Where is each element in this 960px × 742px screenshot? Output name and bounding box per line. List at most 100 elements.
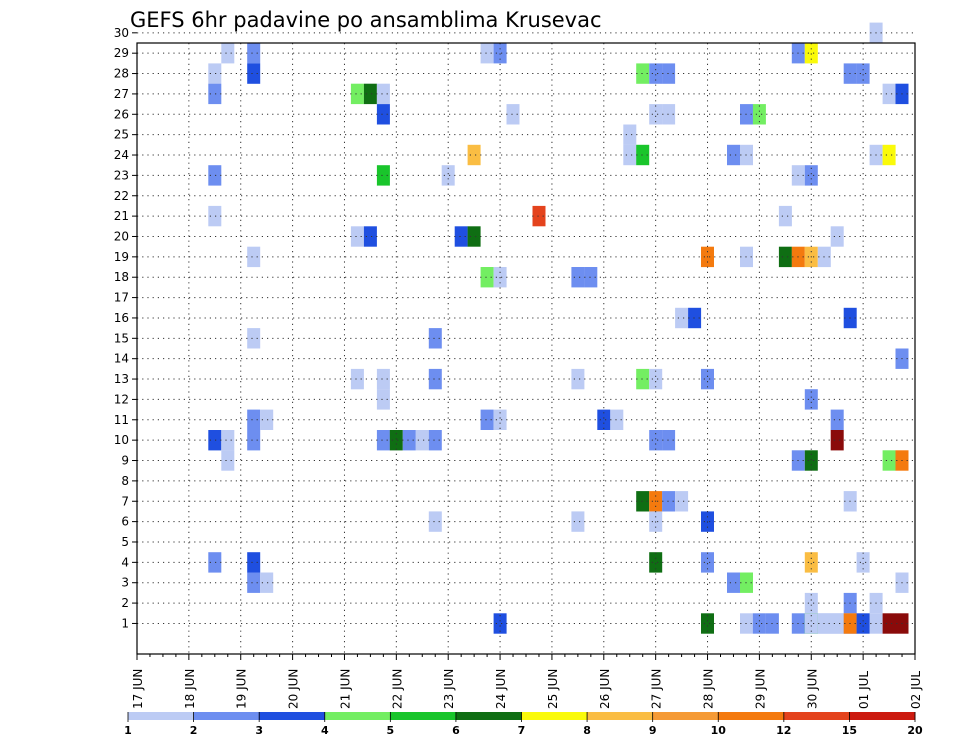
legend-swatch (259, 712, 326, 720)
precip-cell (882, 613, 896, 634)
legend-label: 15 (842, 724, 857, 737)
precip-cell (376, 430, 390, 451)
precip-cell (636, 144, 650, 166)
precip-cell (830, 613, 844, 634)
precip-cell (584, 267, 598, 288)
precip-cell (402, 430, 416, 451)
y-tick-label: 12 (114, 392, 129, 406)
precip-cell (882, 83, 896, 105)
x-tick-label: 20 JUN (287, 669, 301, 709)
precip-cell (882, 450, 896, 471)
precip-cell (247, 63, 261, 84)
chart-title: GEFS 6hr padavine po ansamblima Krusevac (130, 8, 602, 32)
y-tick-label: 16 (114, 311, 129, 325)
y-tick-label: 6 (121, 515, 129, 529)
precip-cell (571, 511, 585, 532)
precip-cell (247, 246, 261, 268)
y-tick-label: 25 (114, 128, 129, 142)
precip-cell (221, 430, 235, 451)
y-tick-label: 15 (114, 331, 129, 345)
legend-swatch (128, 712, 195, 720)
precip-cell (376, 389, 390, 410)
precip-cell (701, 552, 714, 573)
y-tick-label: 30 (114, 26, 129, 40)
precip-cell (247, 572, 261, 593)
x-axis: 17 JUN 18 JUN 19 JUN 20 JUN 21 JUN 22 JUN 23 J… (131, 654, 923, 709)
x-tick-label: 24 JUN (494, 669, 508, 709)
x-tick-label: 17 JUN (131, 669, 145, 709)
precip-cell (350, 226, 364, 247)
precip-cell (415, 430, 429, 451)
precip-cell (376, 83, 390, 105)
precip-cell (428, 430, 442, 451)
precip-cell (571, 267, 585, 288)
precip-cell (506, 104, 520, 125)
precip-cell (493, 409, 507, 430)
precip-cell (649, 104, 663, 125)
precip-cell (830, 226, 844, 247)
x-tick-label: 30 JUN (805, 669, 819, 709)
precip-cell (571, 368, 585, 390)
precip-cell (221, 450, 235, 471)
precip-cell (441, 165, 455, 186)
precip-cell (623, 144, 637, 166)
precip-cell (636, 368, 650, 390)
precip-cell (856, 63, 870, 84)
heatmap-cells (208, 22, 909, 634)
y-tick-label: 29 (114, 46, 129, 60)
precip-cell (247, 43, 261, 64)
legend-swatch (783, 712, 850, 720)
precip-cell (454, 226, 468, 247)
precip-cell (856, 613, 870, 634)
x-tick-label: 18 JUN (183, 669, 197, 709)
y-tick-label: 14 (114, 352, 129, 366)
y-tick-label: 1 (121, 616, 129, 630)
precip-cell (727, 144, 740, 166)
y-tick-label: 2 (121, 596, 129, 610)
legend-label: 1 (124, 724, 132, 737)
y-tick-label: 11 (114, 413, 129, 427)
precip-cell (208, 83, 222, 105)
y-tick-label: 9 (121, 454, 129, 468)
legend-label: 7 (518, 724, 526, 737)
y-tick-label: 10 (114, 433, 129, 447)
x-tick-label: 27 JUN (650, 669, 664, 709)
legend-swatch (193, 712, 260, 720)
y-tick-label: 27 (114, 87, 129, 101)
precip-cell (675, 491, 689, 512)
y-tick-label: 4 (121, 555, 129, 569)
legend-swatch (455, 712, 522, 720)
precip-cell (623, 124, 637, 145)
precip-cell (804, 389, 818, 410)
x-tick-label: 23 JUN (442, 669, 456, 709)
precip-cell (376, 368, 390, 390)
precip-cell (208, 430, 222, 451)
precip-cell (636, 63, 650, 84)
legend-label: 10 (711, 724, 727, 737)
precip-cell (493, 613, 507, 634)
x-tick-label: 26 JUN (598, 669, 612, 709)
precip-cell (830, 430, 844, 451)
precip-cell (208, 63, 222, 84)
legend-label: 2 (190, 724, 198, 737)
y-tick-label: 19 (114, 250, 129, 264)
legend-swatch (324, 712, 391, 720)
precip-cell (247, 328, 261, 349)
precip-cell (752, 613, 766, 634)
precip-cell (804, 43, 818, 64)
precip-cell (636, 491, 650, 512)
y-tick-label: 28 (114, 67, 129, 81)
legend-swatch (390, 712, 457, 720)
precip-cell (480, 409, 494, 430)
precip-cell (260, 409, 274, 430)
y-tick-label: 13 (114, 372, 129, 386)
precip-cell (428, 368, 442, 390)
legend-swatch (521, 712, 588, 720)
precip-cell (649, 552, 663, 573)
precip-cell (610, 409, 624, 430)
precip-cell (804, 165, 818, 186)
x-tick-label: 21 JUN (339, 669, 353, 709)
precip-cell (675, 307, 689, 329)
precip-cell (376, 104, 390, 125)
legend-label: 4 (321, 724, 329, 737)
